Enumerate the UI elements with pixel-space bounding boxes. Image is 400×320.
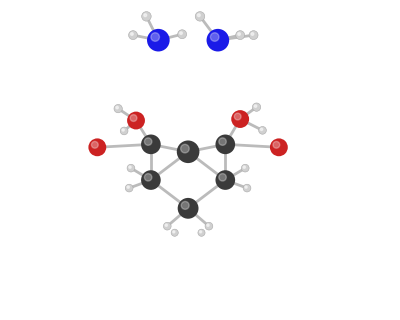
Circle shape — [197, 14, 200, 17]
Circle shape — [236, 31, 245, 40]
Circle shape — [114, 104, 122, 113]
Circle shape — [251, 33, 254, 35]
Circle shape — [144, 138, 152, 145]
Circle shape — [273, 141, 280, 148]
Circle shape — [128, 31, 138, 40]
Circle shape — [219, 138, 226, 145]
Circle shape — [163, 222, 171, 230]
Circle shape — [249, 31, 258, 40]
Circle shape — [241, 164, 249, 172]
Circle shape — [259, 126, 266, 134]
Circle shape — [173, 231, 175, 233]
Circle shape — [125, 184, 133, 192]
Circle shape — [177, 140, 200, 163]
Circle shape — [219, 173, 226, 181]
Circle shape — [122, 129, 124, 131]
Circle shape — [127, 164, 135, 172]
Circle shape — [147, 29, 170, 52]
Circle shape — [144, 173, 152, 181]
Circle shape — [254, 105, 257, 107]
Circle shape — [234, 113, 241, 120]
Circle shape — [206, 29, 229, 52]
Circle shape — [216, 170, 235, 190]
Circle shape — [207, 224, 209, 226]
Circle shape — [171, 229, 178, 236]
Circle shape — [178, 198, 198, 219]
Circle shape — [238, 33, 240, 35]
Circle shape — [88, 138, 106, 156]
Circle shape — [165, 224, 168, 226]
Circle shape — [116, 106, 118, 109]
Circle shape — [141, 170, 161, 190]
Circle shape — [245, 186, 247, 188]
Circle shape — [127, 112, 145, 130]
Circle shape — [92, 141, 98, 148]
Circle shape — [141, 134, 161, 154]
Circle shape — [142, 12, 151, 21]
Circle shape — [129, 166, 131, 168]
Circle shape — [210, 33, 219, 41]
Circle shape — [252, 103, 261, 111]
Circle shape — [270, 138, 288, 156]
Circle shape — [120, 127, 128, 135]
Circle shape — [130, 33, 133, 35]
Circle shape — [151, 33, 160, 41]
Circle shape — [130, 115, 137, 121]
Circle shape — [243, 166, 246, 168]
Circle shape — [216, 134, 235, 154]
Circle shape — [243, 184, 251, 192]
Circle shape — [231, 110, 249, 128]
Circle shape — [260, 128, 263, 131]
Circle shape — [181, 144, 189, 153]
Circle shape — [198, 229, 205, 236]
Circle shape — [200, 231, 202, 233]
Circle shape — [178, 30, 187, 39]
Circle shape — [144, 14, 147, 17]
Circle shape — [195, 12, 205, 21]
Circle shape — [127, 186, 129, 188]
Circle shape — [205, 222, 213, 230]
Circle shape — [180, 32, 182, 35]
Circle shape — [181, 202, 189, 209]
Text: alamy - FRR6TR: alamy - FRR6TR — [159, 305, 241, 315]
